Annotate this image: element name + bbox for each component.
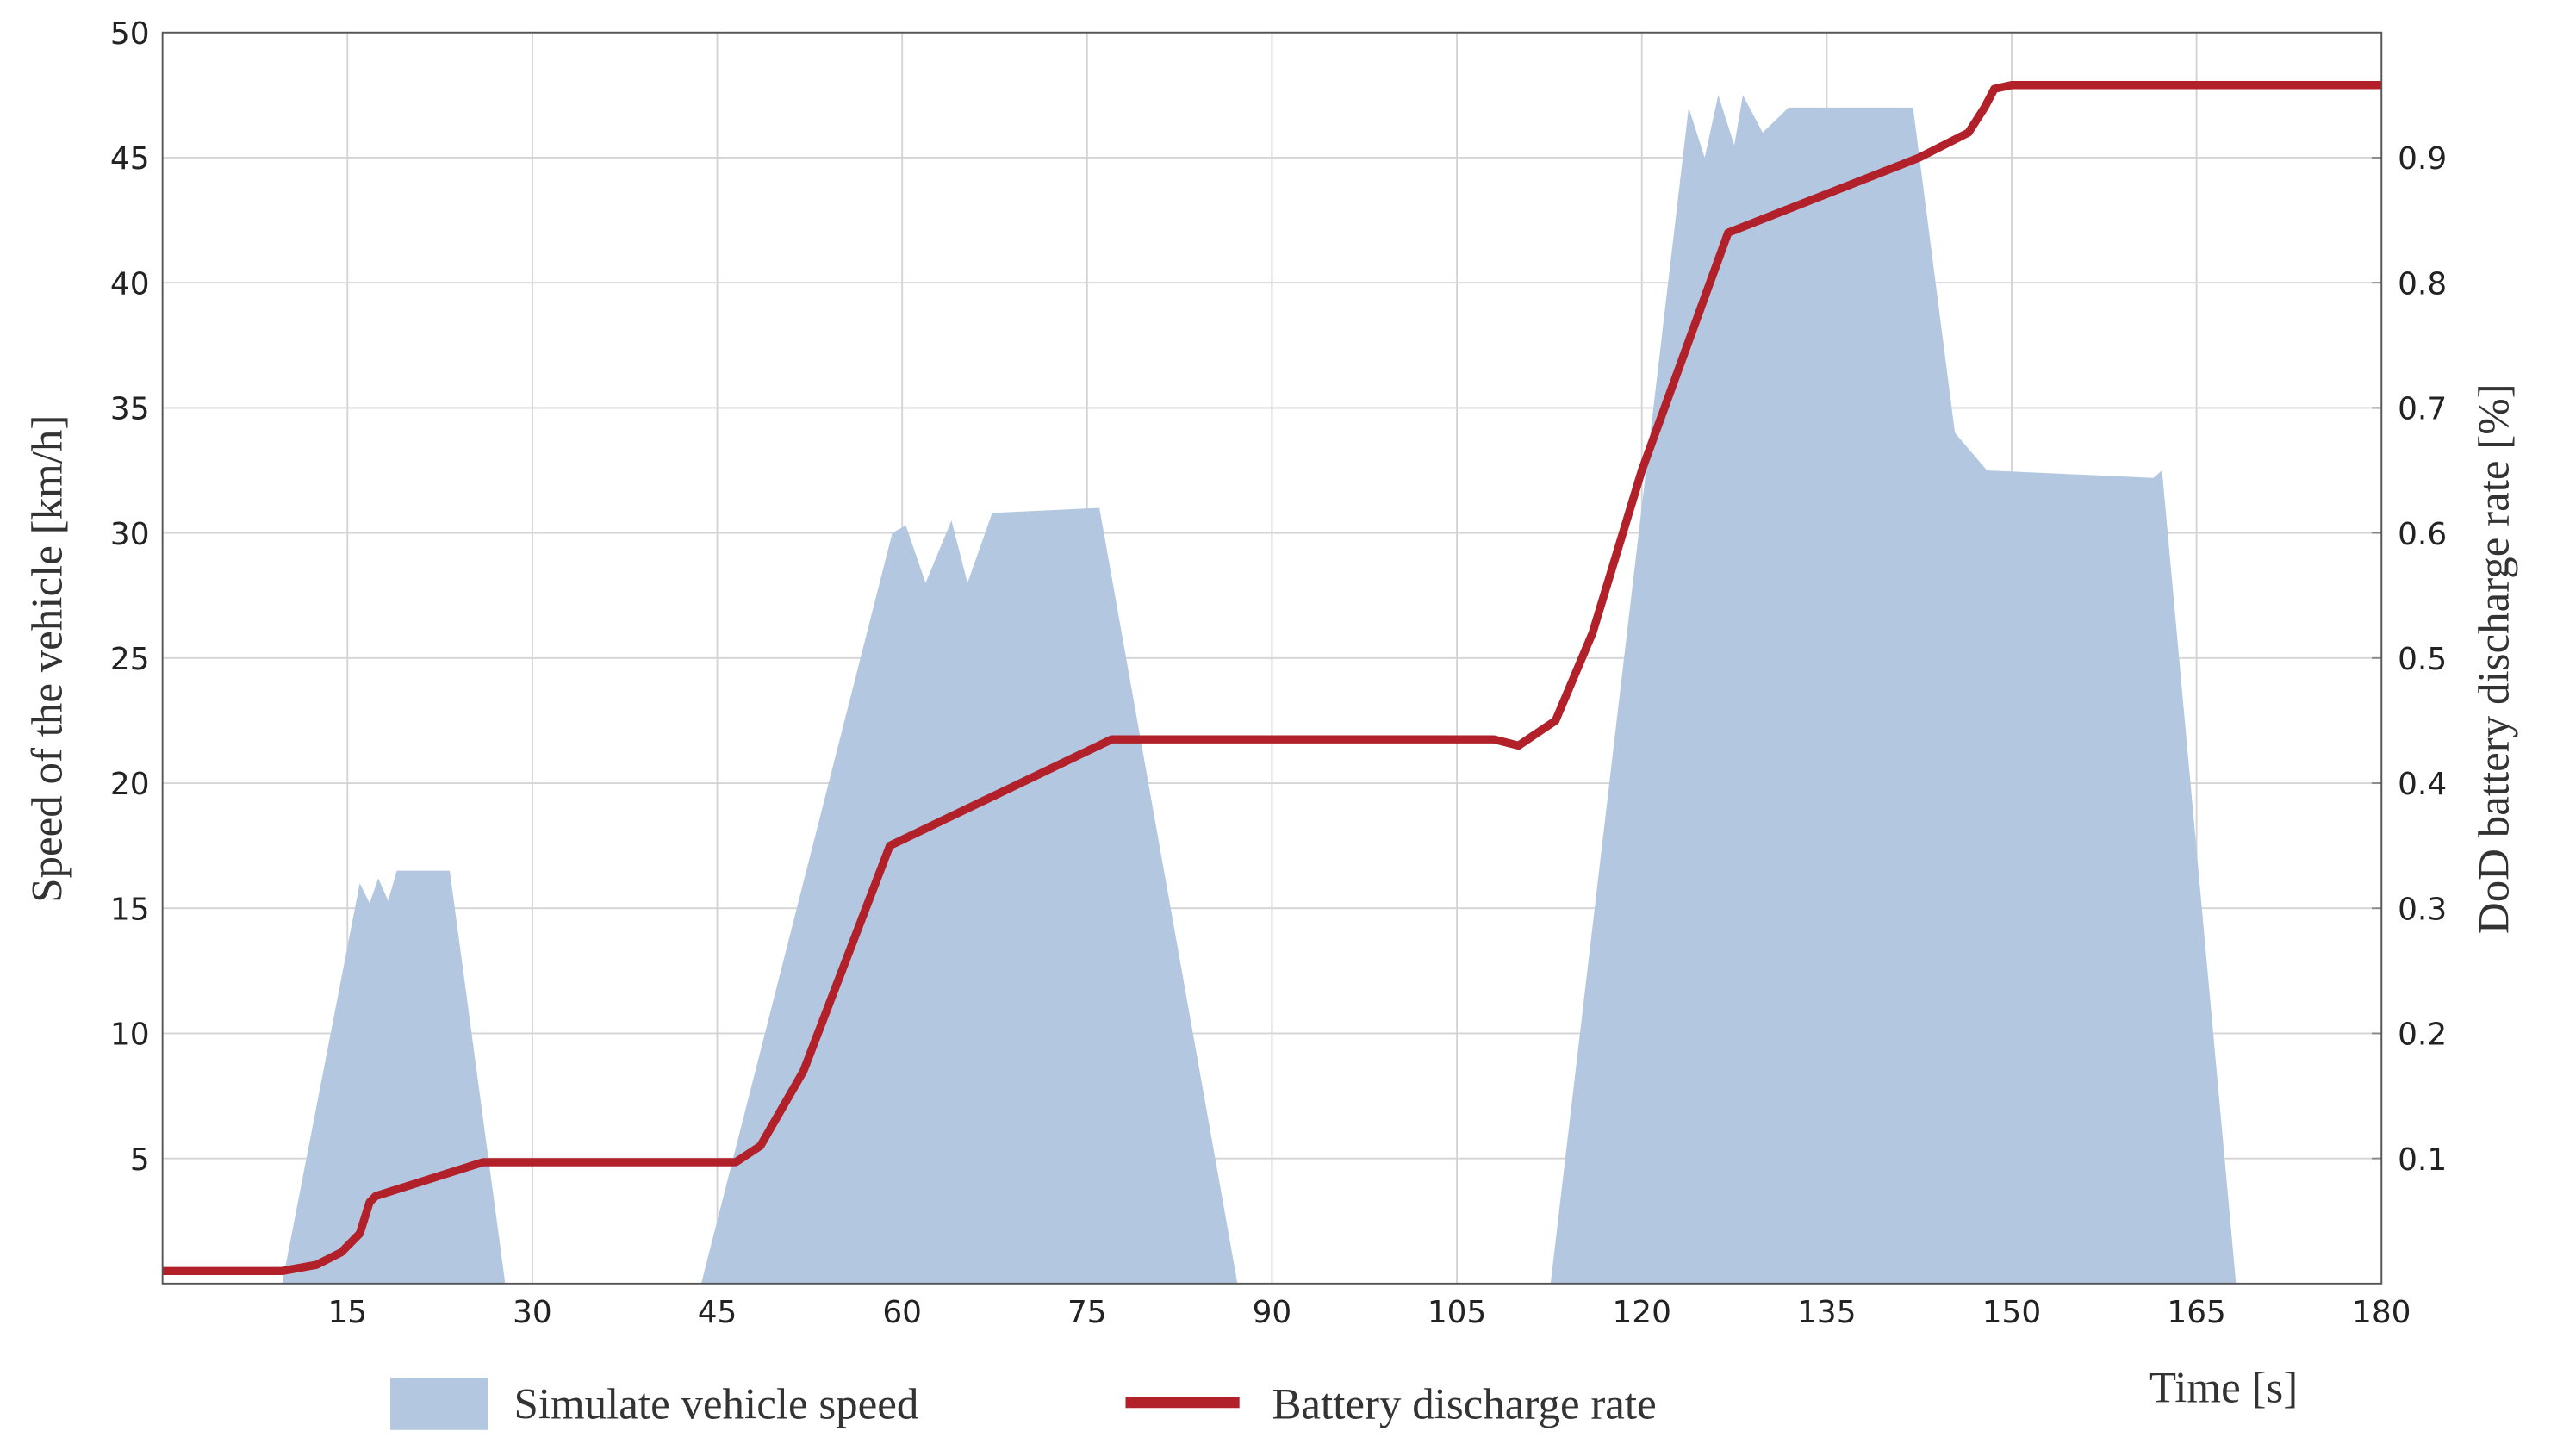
y-tick-label: 25 <box>110 642 150 677</box>
x-tick-label: 120 <box>1612 1295 1670 1330</box>
y-tick-label: 45 <box>110 141 150 177</box>
legend-label: Simulate vehicle speed <box>514 1381 919 1429</box>
x-tick-label: 45 <box>698 1295 737 1330</box>
y2-tick-label: 0.5 <box>2398 642 2447 677</box>
x-tick-label: 30 <box>513 1295 552 1330</box>
x-tick-label: 105 <box>1428 1295 1486 1330</box>
y-tick-label: 50 <box>110 16 150 52</box>
speed-area <box>282 95 2237 1284</box>
y-tick-label: 40 <box>110 266 150 302</box>
y2-tick-label: 0.4 <box>2398 767 2447 802</box>
x-tick-label: 15 <box>327 1295 367 1330</box>
discharge-line <box>162 81 2382 1276</box>
y2-tick-label: 0.1 <box>2398 1142 2447 1178</box>
y-tick-label: 30 <box>110 517 150 552</box>
y2-tick-label: 0.7 <box>2398 392 2447 427</box>
y-tick-label: 15 <box>110 892 150 927</box>
y2-tick-label: 0.9 <box>2398 141 2447 177</box>
x-tick-label: 165 <box>2167 1295 2225 1330</box>
x-tick-label: 90 <box>1253 1295 1292 1330</box>
y-axis-label: Speed of the vehicle [km/h] <box>24 415 72 903</box>
x-tick-label: 180 <box>2352 1295 2411 1330</box>
y-tick-label: 5 <box>130 1142 150 1178</box>
x-tick-label: 135 <box>1797 1295 1856 1330</box>
y-tick-label: 20 <box>110 767 150 802</box>
plot-frame <box>161 31 2383 1285</box>
y-tick-label: 35 <box>110 392 150 427</box>
data <box>162 81 2382 1284</box>
y2-tick-label: 0.2 <box>2398 1017 2447 1053</box>
y2-tick-label: 0.3 <box>2398 892 2447 927</box>
legend-swatch <box>390 1378 488 1430</box>
x-tick-label: 60 <box>882 1295 922 1330</box>
y2-axis-label: DoD battery discharge rate [%] <box>2471 383 2519 934</box>
y2-tick-label: 0.6 <box>2398 517 2447 552</box>
legend-label: Battery discharge rate <box>1272 1381 1656 1429</box>
x-tick-label: 75 <box>1067 1295 1107 1330</box>
y-tick-label: 10 <box>110 1017 150 1053</box>
x-axis-label: Time [s] <box>2149 1365 2298 1413</box>
y2-tick-label: 0.8 <box>2398 266 2447 302</box>
x-tick-label: 150 <box>1982 1295 2041 1330</box>
